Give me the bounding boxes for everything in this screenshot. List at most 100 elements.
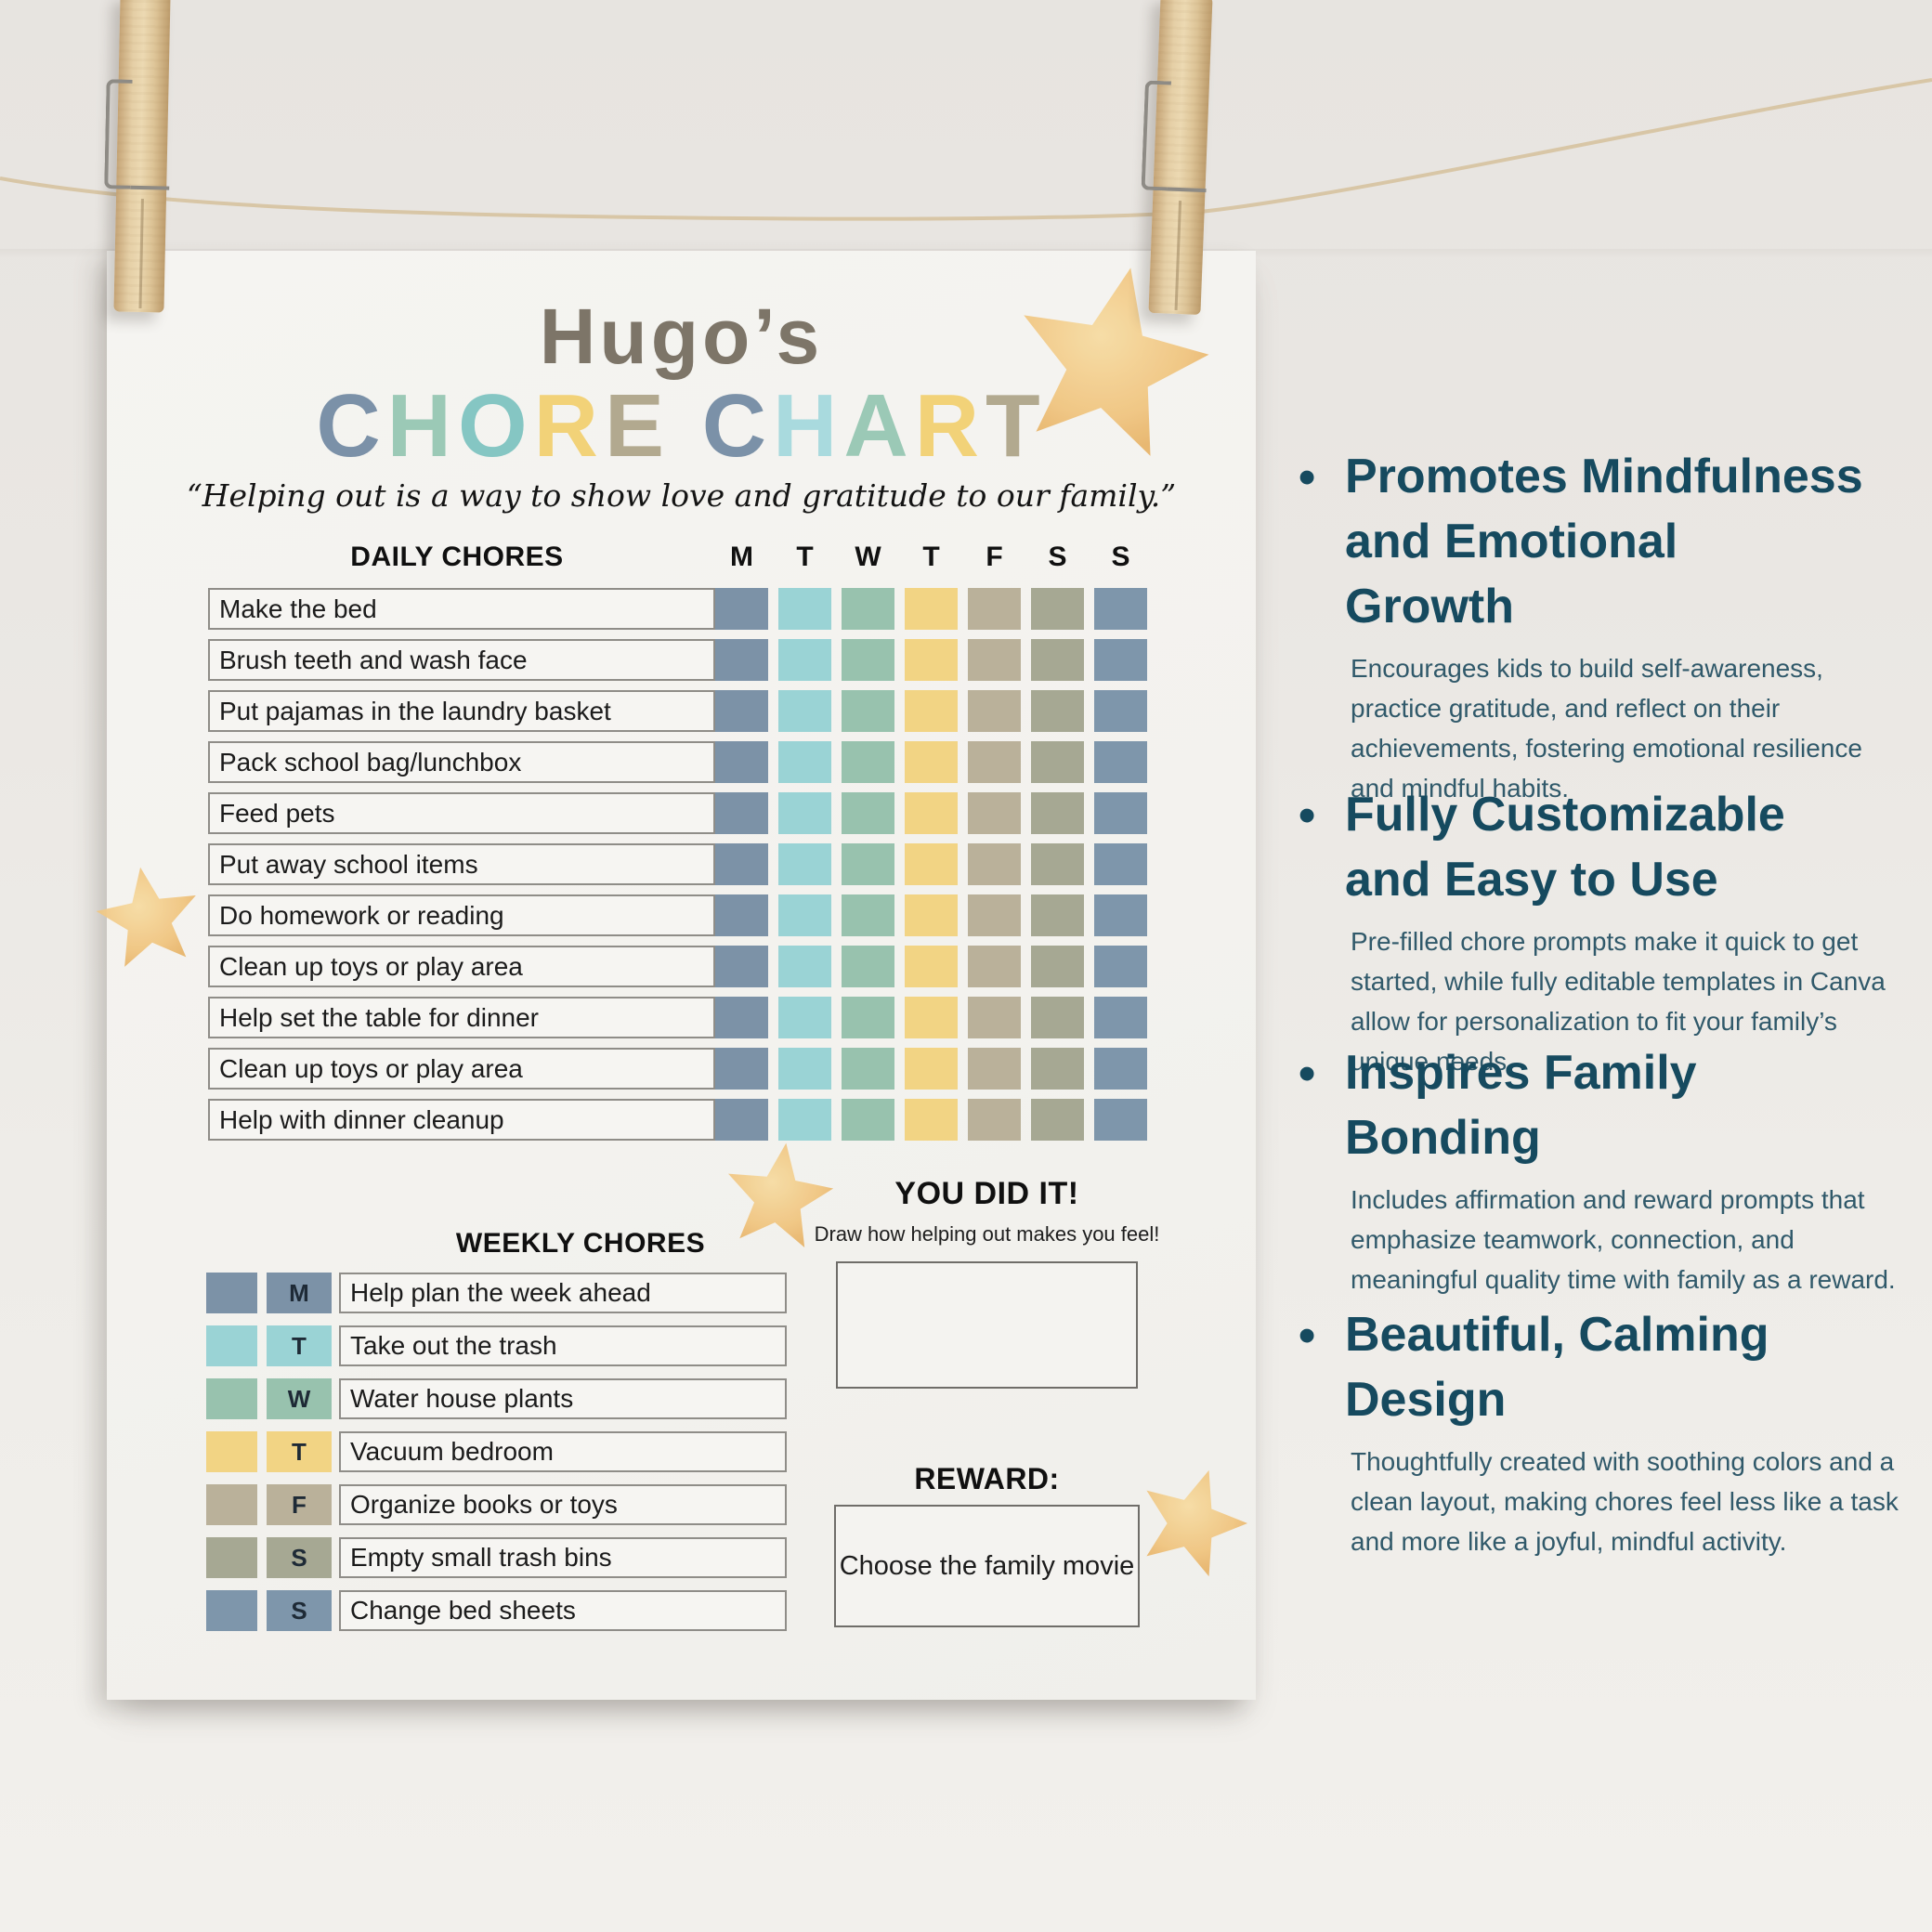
grid-cell bbox=[715, 1099, 768, 1141]
title-letter: C bbox=[701, 376, 774, 476]
grid-cell bbox=[1031, 690, 1084, 732]
weekly-chore-row: T Take out the trash bbox=[206, 1325, 787, 1366]
grid-cell bbox=[1094, 588, 1147, 630]
benefit-body: Includes affirmation and reward prompts … bbox=[1351, 1185, 1896, 1294]
grid-cell bbox=[778, 741, 831, 783]
grid-cell bbox=[968, 1048, 1021, 1090]
weekly-color-square bbox=[206, 1325, 257, 1366]
grid-cell bbox=[778, 639, 831, 681]
weekly-chore-label: Vacuum bedroom bbox=[339, 1431, 787, 1472]
grid-cell bbox=[1094, 843, 1147, 885]
grid-cell bbox=[1031, 1048, 1084, 1090]
title-letter bbox=[671, 376, 702, 476]
grid-cell bbox=[778, 946, 831, 987]
grid-cell bbox=[1094, 946, 1147, 987]
benefit-item: • Inspires Family Bonding Includes affirmat… bbox=[1299, 1040, 1912, 1299]
title-letter: T bbox=[986, 376, 1047, 476]
weekly-day-square: W bbox=[267, 1378, 332, 1419]
weekly-color-square bbox=[206, 1431, 257, 1472]
weekly-chore-label: Water house plants bbox=[339, 1378, 787, 1419]
star-icon bbox=[96, 867, 196, 967]
grid-cell bbox=[968, 997, 1021, 1038]
grid-cell bbox=[968, 792, 1021, 834]
grid-cell bbox=[968, 741, 1021, 783]
child-name-title: Hugo’s bbox=[539, 293, 824, 380]
grid-cell bbox=[1094, 997, 1147, 1038]
daily-chore-row: Put away school items bbox=[208, 843, 715, 885]
benefit-heading-line: Fully Customizable bbox=[1345, 788, 1785, 842]
title-letter: C bbox=[316, 376, 387, 476]
benefit-body: Encourages kids to build self-awareness,… bbox=[1351, 654, 1862, 803]
bullet-icon: • bbox=[1299, 789, 1316, 842]
grid-cell bbox=[905, 741, 958, 783]
grid-cell bbox=[715, 639, 768, 681]
weekly-color-square bbox=[206, 1537, 257, 1578]
grid-cell bbox=[1094, 1048, 1147, 1090]
benefit-heading-line: Promotes Mindfulness bbox=[1345, 450, 1863, 503]
daily-chores-grid bbox=[715, 588, 1157, 1150]
clothespin-spring-icon bbox=[104, 79, 133, 189]
grid-cell bbox=[842, 588, 894, 630]
grid-cell bbox=[1094, 792, 1147, 834]
grid-cell bbox=[1031, 843, 1084, 885]
grid-cell bbox=[778, 1048, 831, 1090]
title-letter: R bbox=[533, 376, 605, 476]
weekly-day-square: F bbox=[267, 1484, 332, 1525]
grid-cell bbox=[1031, 997, 1084, 1038]
poster-title: CHORE CHART bbox=[107, 375, 1256, 477]
grid-cell bbox=[1031, 946, 1084, 987]
grid-cell bbox=[778, 690, 831, 732]
title-letter: O bbox=[458, 376, 534, 476]
grid-cell bbox=[842, 690, 894, 732]
grid-cell bbox=[842, 639, 894, 681]
clothespin-left bbox=[104, 0, 171, 313]
grid-cell bbox=[842, 1048, 894, 1090]
grid-cell bbox=[715, 997, 768, 1038]
you-did-it-header: YOU DID IT! bbox=[894, 1176, 1079, 1211]
grid-cell bbox=[968, 894, 1021, 936]
weekly-chore-row: M Help plan the week ahead bbox=[206, 1273, 787, 1313]
grid-cell bbox=[1031, 741, 1084, 783]
daily-chore-row: Help set the table for dinner bbox=[208, 997, 715, 1038]
weekly-chore-label: Help plan the week ahead bbox=[339, 1273, 787, 1313]
grid-cell bbox=[968, 1099, 1021, 1141]
grid-cell bbox=[905, 843, 958, 885]
grid-row bbox=[715, 792, 1157, 834]
twine-string bbox=[0, 78, 1932, 221]
grid-cell bbox=[715, 894, 768, 936]
grid-cell bbox=[1094, 894, 1147, 936]
day-letter: W bbox=[855, 542, 881, 572]
daily-chore-row: Brush teeth and wash face bbox=[208, 639, 715, 681]
benefit-body: Pre-filled chore prompts make it quick t… bbox=[1351, 927, 1886, 1076]
grid-row bbox=[715, 1048, 1157, 1090]
grid-row bbox=[715, 690, 1157, 732]
weekly-day-square: M bbox=[267, 1273, 332, 1313]
grid-cell bbox=[842, 1099, 894, 1141]
benefit-heading: Beautiful, Calming Design bbox=[1345, 1302, 1912, 1432]
grid-cell bbox=[968, 690, 1021, 732]
weekly-chore-label: Empty small trash bins bbox=[339, 1537, 787, 1578]
weekly-day-square: T bbox=[267, 1431, 332, 1472]
grid-cell bbox=[1031, 792, 1084, 834]
weekly-chores-list: M Help plan the week ahead T Take out the t… bbox=[206, 1273, 787, 1643]
grid-row bbox=[715, 843, 1157, 885]
title-letter: R bbox=[914, 376, 986, 476]
grid-cell bbox=[968, 946, 1021, 987]
benefit-heading-line: and Emotional bbox=[1345, 515, 1678, 568]
benefit-item: • Beautiful, Calming Design Thoughtfully cr… bbox=[1299, 1302, 1912, 1561]
weekly-day-square: S bbox=[267, 1590, 332, 1631]
weekly-color-square bbox=[206, 1273, 257, 1313]
weekly-chore-label: Organize books or toys bbox=[339, 1484, 787, 1525]
benefit-body: Thoughtfully created with soothing color… bbox=[1351, 1447, 1899, 1556]
star-icon bbox=[1024, 268, 1209, 456]
bullet-icon: • bbox=[1299, 1309, 1316, 1363]
title-letter: A bbox=[843, 376, 915, 476]
grid-cell bbox=[1094, 690, 1147, 732]
reward-header: REWARD: bbox=[914, 1462, 1060, 1495]
chore-chart-poster: Hugo’s CHORE CHART “Helping out is a way… bbox=[107, 251, 1256, 1700]
grid-cell bbox=[842, 946, 894, 987]
grid-cell bbox=[905, 997, 958, 1038]
grid-cell bbox=[778, 997, 831, 1038]
grid-cell bbox=[778, 1099, 831, 1141]
